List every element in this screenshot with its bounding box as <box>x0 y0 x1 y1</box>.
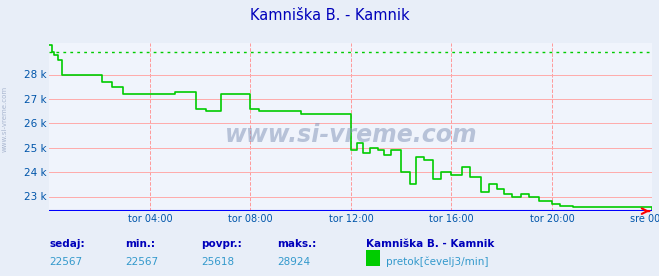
Text: min.:: min.: <box>125 239 156 249</box>
Text: sedaj:: sedaj: <box>49 239 85 249</box>
Text: 25618: 25618 <box>201 257 234 267</box>
Text: www.si-vreme.com: www.si-vreme.com <box>1 86 8 152</box>
Text: Kamniška B. - Kamnik: Kamniška B. - Kamnik <box>250 8 409 23</box>
Text: 22567: 22567 <box>49 257 82 267</box>
Text: Kamniška B. - Kamnik: Kamniška B. - Kamnik <box>366 239 494 249</box>
Text: 22567: 22567 <box>125 257 158 267</box>
Text: pretok[čevelj3/min]: pretok[čevelj3/min] <box>386 256 488 267</box>
Text: www.si-vreme.com: www.si-vreme.com <box>225 123 477 147</box>
Text: povpr.:: povpr.: <box>201 239 242 249</box>
Text: 28924: 28924 <box>277 257 310 267</box>
Text: maks.:: maks.: <box>277 239 316 249</box>
